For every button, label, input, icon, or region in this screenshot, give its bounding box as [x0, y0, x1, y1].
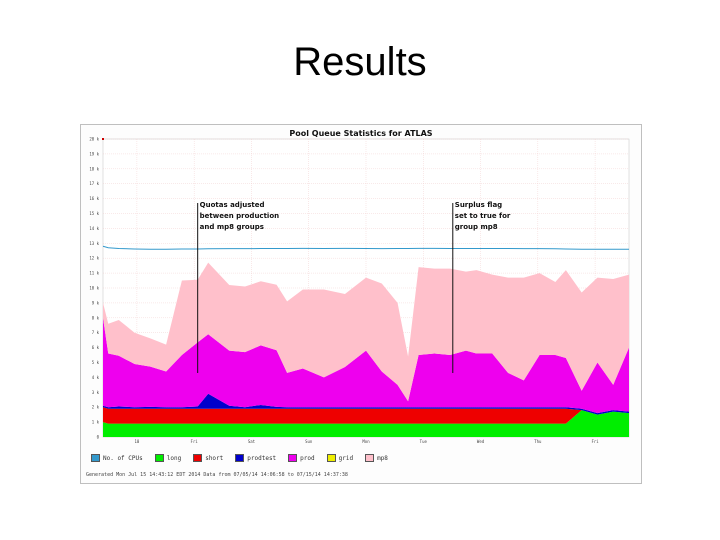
x-tick-label: Tue: [420, 439, 428, 444]
y-tick-label: 15 k: [89, 211, 99, 216]
y-tick-label: 11 k: [89, 271, 99, 276]
legend-swatch: [365, 454, 375, 462]
y-tick-label: 13 k: [89, 241, 99, 246]
x-tick-label: Fri: [591, 439, 599, 444]
y-tick-label: 7 k: [92, 330, 100, 335]
area-prod: [103, 317, 629, 414]
area-prodtest: [103, 393, 629, 415]
y-tick-label: 8 k: [92, 315, 100, 320]
legend-swatch: [154, 454, 164, 462]
y-tick-label: 2 k: [92, 405, 100, 410]
area-short: [103, 407, 629, 424]
y-tick-label: 9 k: [92, 300, 100, 305]
legend-item: prod: [288, 454, 315, 462]
x-tick-label: Sat: [248, 439, 256, 444]
y-tick-label: 6 k: [92, 345, 100, 350]
legend-swatch: [326, 454, 336, 462]
annotation-text-1: between production: [200, 212, 279, 220]
y-tick-label: 1 k: [92, 420, 100, 425]
pool-queue-chart: 0 1 k 2 k 3 k 4 k 5 k 6 k 7 k 8 k 9 k 10 k 11 k 12 k…: [89, 137, 630, 444]
annotation-text-1: and mp8 groups: [200, 223, 264, 231]
x-tick-label: Fri: [191, 439, 199, 444]
y-tick-label: 10 k: [89, 286, 99, 291]
legend-swatch: [193, 454, 203, 462]
legend-label: short: [205, 454, 224, 462]
legend-item: prodtest: [235, 454, 276, 462]
origin-marker: [102, 138, 104, 140]
legend-swatch: [288, 454, 298, 462]
legend-label: mp8: [377, 454, 388, 462]
legend-item: long: [154, 454, 182, 462]
y-tick-label: 5 k: [92, 360, 100, 365]
y-tick-label: 12 k: [89, 256, 99, 261]
legend-label: No. of CPUs: [103, 454, 143, 462]
chart-footer: Generated Mon Jul 15 14:43:12 EDT 2014 D…: [86, 472, 348, 478]
y-tick-label: 20 k: [89, 137, 99, 142]
legend-label: long: [166, 454, 182, 462]
area-mp8: [103, 262, 629, 402]
y-tick-label: 14 k: [89, 226, 99, 231]
legend-label: prodtest: [247, 454, 277, 462]
annotation-text-2: group mp8: [455, 223, 498, 231]
y-tick-label: 18 k: [89, 166, 99, 171]
x-tick-label: Sun: [305, 439, 313, 444]
line-no-of-cpus: [102, 245, 629, 250]
y-tick-label: 0: [97, 435, 100, 440]
legend-label: prod: [300, 454, 315, 462]
x-tick-label: 10: [134, 439, 139, 444]
legend-swatch: [91, 454, 100, 462]
y-tick-label: 16 k: [89, 196, 99, 201]
y-tick-label: 3 k: [92, 390, 100, 395]
y-tick-label: 19 k: [89, 151, 99, 156]
chart-legend: No. of CPUs long short prodtest prod grid mp8: [91, 453, 400, 463]
chart-title: Pool Queue Statistics for ATLAS: [289, 129, 433, 138]
legend-item: mp8: [365, 454, 388, 462]
y-tick-label: 17 k: [89, 181, 99, 186]
x-tick-label: Thu: [534, 439, 542, 444]
x-tick-label: Mon: [362, 439, 370, 444]
slide-title: Results: [293, 40, 427, 84]
x-tick-label: Wed: [477, 439, 485, 444]
chart-frame: 0 1 k 2 k 3 k 4 k 5 k 6 k 7 k 8 k 9 k 10 k 11 k 12 k…: [80, 124, 642, 484]
legend-item: grid: [326, 454, 354, 462]
annotation-text-2: Surplus flag: [455, 201, 502, 209]
legend-swatch: [235, 454, 245, 462]
legend-item: short: [193, 454, 223, 462]
legend-label: grid: [338, 454, 354, 462]
legend-item: No. of CPUs: [91, 454, 143, 462]
y-tick-label: 4 k: [92, 375, 100, 380]
annotation-text-1: Quotas adjusted: [200, 201, 265, 209]
annotation-text-2: set to true for: [455, 212, 511, 220]
